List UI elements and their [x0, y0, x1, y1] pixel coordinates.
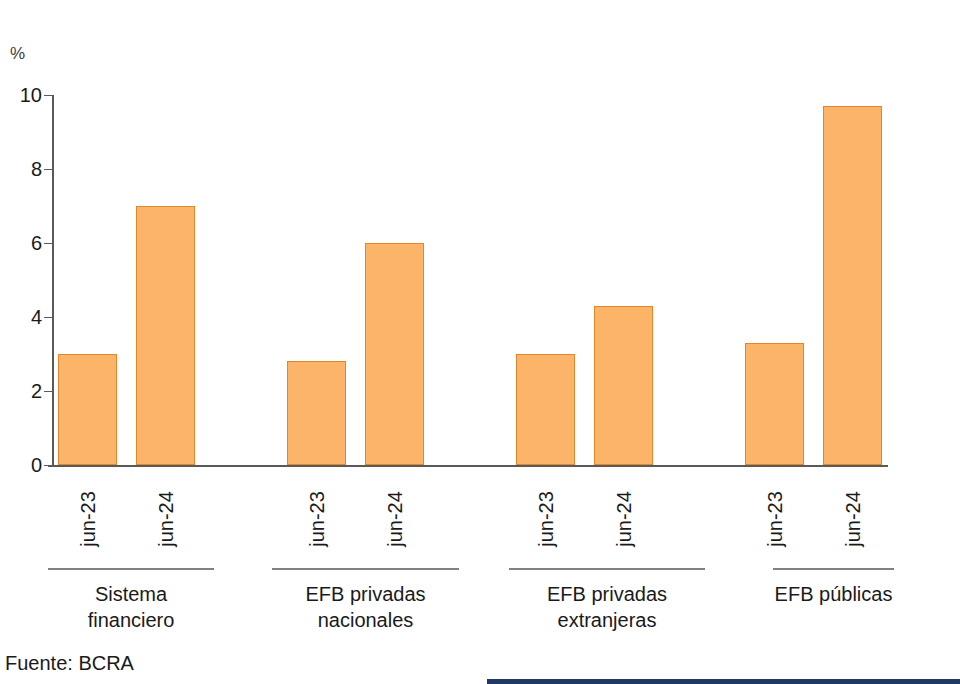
y-tick-label: 10	[0, 85, 42, 105]
group-label-line: EFB públicas	[719, 581, 949, 607]
bar-jun-24-group4	[823, 106, 882, 465]
x-tick-label: jun-23	[534, 473, 558, 565]
y-tick-label: 6	[0, 233, 42, 253]
y-tick-mark	[44, 169, 52, 171]
group-label: Sistemafinanciero	[16, 581, 246, 633]
y-tick-label: 0	[0, 455, 42, 475]
bar-jun-24-group1	[136, 206, 195, 465]
bar-jun-23-group1	[58, 354, 117, 465]
group-label-line: financiero	[16, 607, 246, 633]
y-axis-line	[52, 95, 54, 465]
bar-jun-23-group3	[516, 354, 575, 465]
bar-jun-24-group2	[365, 243, 424, 465]
x-tick-label: jun-23	[763, 473, 787, 565]
group-label-line: nacionales	[251, 607, 481, 633]
group-label: EFB privadasextranjeras	[492, 581, 722, 633]
y-axis-unit-label: %	[10, 44, 25, 64]
bar-jun-23-group2	[287, 361, 346, 465]
group-label: EFB privadasnacionales	[251, 581, 481, 633]
y-tick-mark	[44, 391, 52, 393]
bar-jun-23-group4	[745, 343, 804, 465]
y-tick-mark	[44, 95, 52, 97]
x-axis-line	[48, 465, 888, 467]
group-separator-line	[272, 568, 459, 570]
x-tick-label: jun-24	[154, 473, 178, 565]
x-tick-label: jun-24	[841, 473, 865, 565]
group-separator-line	[48, 568, 214, 570]
group-label-line: EFB privadas	[492, 581, 722, 607]
group-label-line: Sistema	[16, 581, 246, 607]
y-tick-label: 4	[0, 307, 42, 327]
chart-figure: % 0 2 4 6 8 10 jun-23 jun-24 Sistemafinanciero ju…	[0, 0, 960, 684]
group-separator-line	[509, 568, 705, 570]
y-tick-mark	[44, 243, 52, 245]
group-label-line: extranjeras	[492, 607, 722, 633]
group-separator-line	[773, 568, 894, 570]
source-caption: Fuente: BCRA	[5, 652, 134, 675]
y-tick-mark	[44, 317, 52, 319]
bar-jun-24-group3	[594, 306, 653, 465]
footer-accent-bar	[487, 679, 960, 684]
x-tick-label: jun-24	[612, 473, 636, 565]
y-tick-label: 2	[0, 381, 42, 401]
x-tick-label: jun-23	[305, 473, 329, 565]
y-tick-label: 8	[0, 159, 42, 179]
group-label-line: EFB privadas	[251, 581, 481, 607]
group-label: EFB públicas	[719, 581, 949, 607]
x-tick-label: jun-24	[383, 473, 407, 565]
x-tick-label: jun-23	[76, 473, 100, 565]
